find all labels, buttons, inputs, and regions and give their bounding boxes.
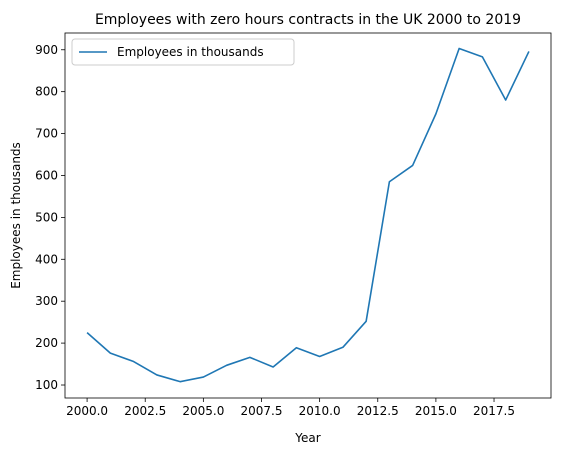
y-tick-label: 600 — [35, 168, 58, 182]
data-point — [435, 113, 437, 115]
data-point — [481, 56, 483, 58]
x-tick-label: 2012.5 — [357, 404, 399, 418]
y-tick-label: 800 — [35, 85, 58, 99]
data-point — [132, 360, 134, 362]
data-point — [411, 164, 413, 166]
y-tick-label: 900 — [35, 43, 58, 57]
data-point — [225, 364, 227, 366]
y-tick-label: 300 — [35, 294, 58, 308]
y-tick-label: 200 — [35, 336, 58, 350]
y-axis: 100 200 300 400 500 600 700 800 900 — [35, 43, 65, 392]
x-tick-label: 2002.5 — [124, 404, 166, 418]
data-point — [295, 347, 297, 349]
x-tick-label: 2000.0 — [66, 404, 108, 418]
plot-area — [64, 32, 552, 399]
data-point — [86, 331, 88, 333]
y-tick-label: 700 — [35, 127, 58, 141]
data-point — [388, 181, 390, 183]
legend-label: Employees in thousands — [117, 45, 264, 59]
data-point — [156, 374, 158, 376]
data-point — [342, 346, 344, 348]
y-axis-title: Employees in thousands — [9, 142, 23, 289]
y-tick-label: 500 — [35, 210, 58, 224]
series-line-employees — [86, 47, 530, 383]
x-tick-label: 2007.5 — [240, 404, 282, 418]
data-point — [109, 352, 111, 354]
data-point — [528, 50, 530, 52]
data-point — [458, 47, 460, 49]
data-point — [504, 99, 506, 101]
x-tick-label: 2010.0 — [299, 404, 341, 418]
plot-frame — [64, 32, 552, 399]
x-tick-label: 2017.5 — [473, 404, 515, 418]
y-tick-label: 400 — [35, 252, 58, 266]
x-tick-label: 2015.0 — [415, 404, 457, 418]
chart-title: Employees with zero hours contracts in t… — [95, 12, 521, 28]
x-axis: 2000.0 2002.5 2005.0 2007.5 2010.0 2012.5 2015… — [66, 398, 515, 418]
legend: Employees in thousands — [71, 38, 295, 66]
data-point — [202, 376, 204, 378]
x-axis-title: Year — [294, 431, 320, 445]
y-tick-label: 100 — [35, 378, 58, 392]
data-point — [272, 366, 274, 368]
data-point — [365, 320, 367, 322]
data-point — [249, 356, 251, 358]
x-tick-label: 2005.0 — [182, 404, 224, 418]
data-point — [179, 380, 181, 382]
data-point — [318, 355, 320, 357]
legend-box — [71, 38, 295, 66]
